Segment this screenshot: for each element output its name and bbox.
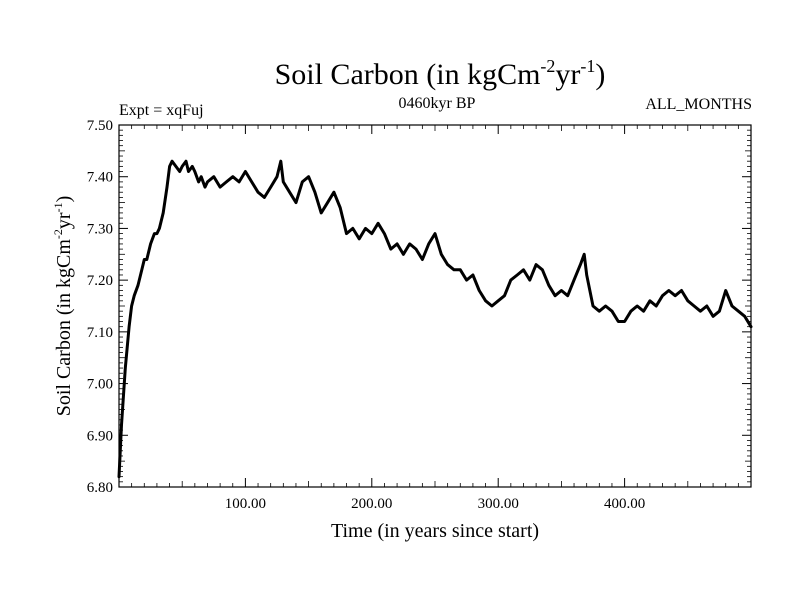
- x-axis-label: Time (in years since start): [331, 520, 539, 542]
- y-tick-labels: 6.80 6.90 7.00 7.10 7.20 7.30 7.40 7.50: [87, 118, 113, 496]
- subtitle-period: 0460kyr BP: [399, 95, 476, 112]
- x-tick-label: 200.00: [351, 496, 392, 512]
- y-tick-label: 7.10: [87, 325, 113, 341]
- chart-title: Soil Carbon (in kgCm-2yr-1): [275, 56, 606, 91]
- series-line-soil-carbon: [117, 159, 753, 479]
- y-tick-label: 7.00: [87, 377, 113, 393]
- y-tick-label: 7.50: [87, 118, 113, 134]
- subtitle-months: ALL_MONTHS: [645, 96, 752, 113]
- y-tick-label: 6.90: [87, 428, 113, 444]
- y-tick-label: 7.20: [87, 273, 113, 289]
- x-tick-label: 300.00: [478, 496, 519, 512]
- x-tick-labels: 100.00 200.00 300.00 400.00: [225, 496, 645, 512]
- y-tick-label: 7.40: [87, 170, 113, 186]
- subtitle-experiment: Expt = xqFuj: [119, 102, 204, 119]
- axis-ticks: [119, 124, 751, 488]
- x-tick-label: 100.00: [225, 496, 266, 512]
- x-tick-label: 400.00: [604, 496, 645, 512]
- y-tick-label: 6.80: [87, 480, 113, 496]
- series-group: [117, 159, 753, 479]
- y-tick-label: 7.30: [87, 221, 113, 237]
- y-axis-label: Soil Carbon (in kgCm-2yr-1): [51, 196, 75, 417]
